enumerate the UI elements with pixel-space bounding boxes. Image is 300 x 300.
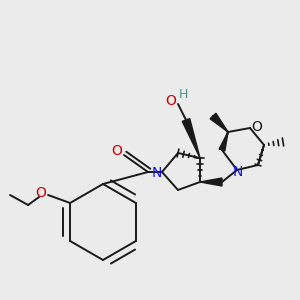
Polygon shape	[210, 113, 228, 132]
Text: O: O	[252, 120, 262, 134]
Polygon shape	[182, 118, 200, 158]
Text: H: H	[178, 88, 188, 101]
Text: O: O	[166, 94, 176, 108]
Text: O: O	[112, 144, 122, 158]
Polygon shape	[219, 132, 228, 151]
Text: O: O	[36, 186, 46, 200]
Text: N: N	[152, 166, 162, 180]
Text: N: N	[233, 165, 243, 179]
Polygon shape	[200, 178, 222, 186]
